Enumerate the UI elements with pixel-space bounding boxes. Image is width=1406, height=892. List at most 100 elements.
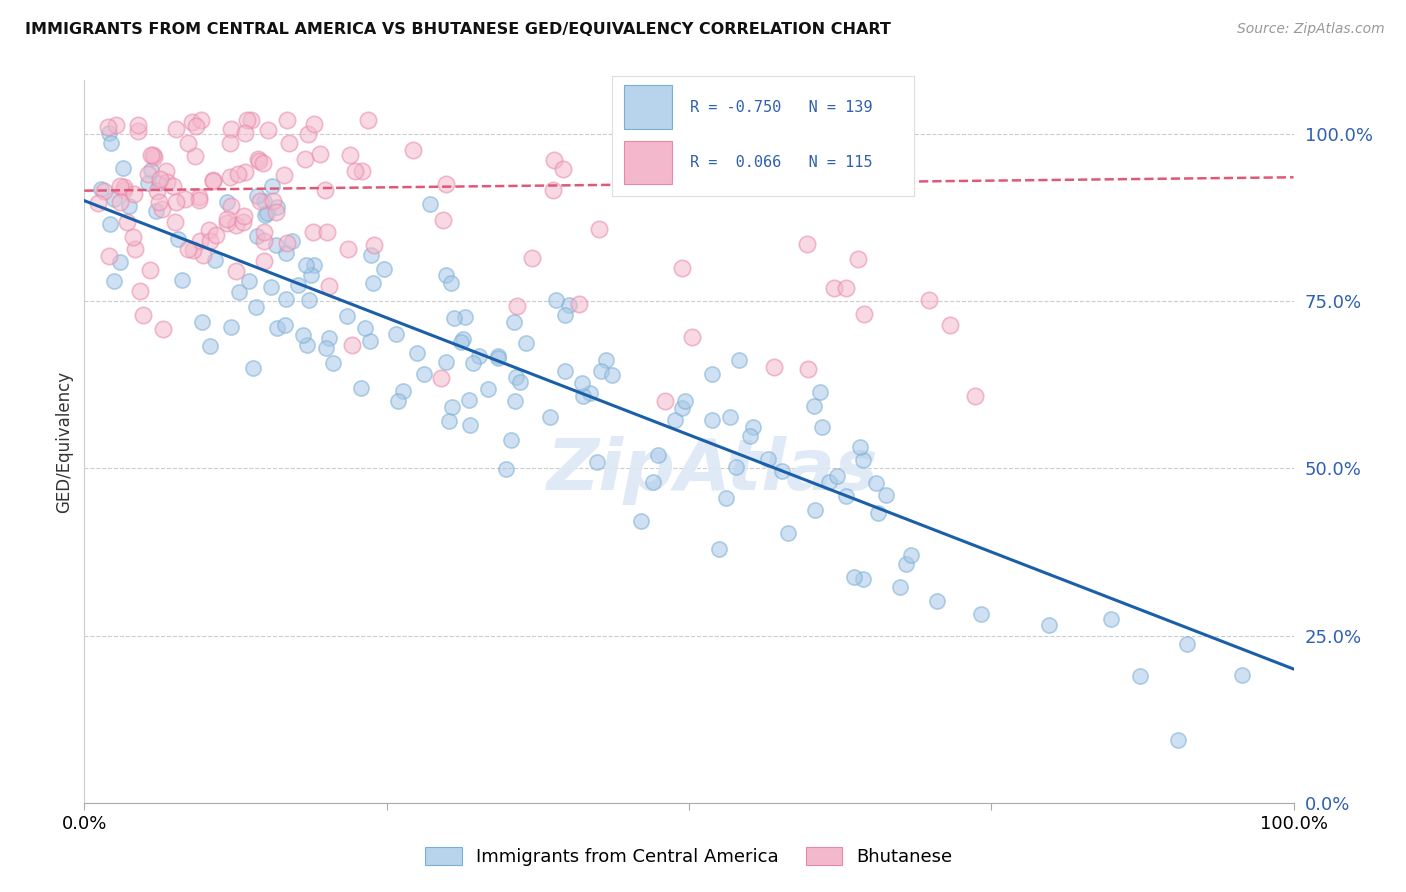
Text: ZipAtlas: ZipAtlas [547, 436, 879, 505]
Point [568, 297, 591, 311]
Point [541, 183, 564, 197]
Point [111, 161, 134, 175]
Point [266, 200, 288, 214]
Point [218, 169, 240, 184]
Point [87, 196, 110, 211]
Point [714, 491, 737, 506]
Point [336, 242, 359, 256]
Point [201, 173, 224, 187]
Point [98, 250, 121, 264]
Point [118, 199, 141, 213]
Point [205, 228, 228, 243]
Y-axis label: GED/Equivalency: GED/Equivalency [55, 370, 73, 513]
Point [274, 318, 297, 333]
Point [803, 502, 825, 516]
Point [817, 475, 839, 489]
Point [139, 162, 162, 177]
Point [225, 263, 247, 277]
Point [875, 487, 897, 501]
Point [139, 147, 162, 161]
Point [276, 235, 298, 250]
Point [122, 230, 145, 244]
Point [439, 414, 461, 428]
Point [287, 277, 309, 292]
Point [233, 127, 256, 141]
Point [108, 194, 131, 209]
Point [198, 339, 221, 353]
Point [98, 217, 121, 231]
Point [218, 136, 240, 150]
Point [486, 349, 509, 363]
Point [468, 349, 491, 363]
Point [232, 214, 254, 228]
Point [148, 195, 170, 210]
Point [252, 156, 274, 170]
Point [274, 245, 297, 260]
Point [139, 262, 162, 277]
Point [184, 119, 207, 133]
Point [434, 178, 457, 192]
Point [588, 221, 610, 235]
Point [756, 452, 779, 467]
Point [849, 440, 872, 454]
Point [177, 136, 200, 150]
Point [256, 206, 278, 220]
Point [486, 351, 509, 365]
Point [763, 360, 786, 375]
Point [352, 164, 374, 178]
Point [129, 284, 152, 298]
Point [115, 215, 138, 229]
Point [965, 389, 987, 403]
Point [354, 320, 377, 334]
Point [544, 293, 567, 307]
Point [108, 254, 131, 268]
Point [970, 607, 993, 621]
Point [228, 285, 250, 299]
Point [387, 394, 409, 409]
Point [451, 332, 474, 346]
Point [825, 468, 848, 483]
Point [90, 182, 112, 196]
Point [509, 375, 531, 389]
Point [728, 352, 751, 367]
Point [98, 126, 121, 140]
Point [402, 144, 425, 158]
Point [122, 186, 145, 201]
Point [245, 301, 267, 315]
Point [246, 229, 269, 244]
Point [503, 315, 526, 329]
Point [852, 453, 875, 467]
Point [889, 580, 911, 594]
Point [136, 176, 159, 190]
Point [363, 238, 385, 252]
Point [360, 248, 382, 262]
Point [499, 433, 522, 447]
Point [273, 168, 295, 182]
Point [558, 298, 581, 312]
Point [143, 150, 166, 164]
Point [238, 274, 260, 288]
Point [105, 118, 128, 132]
Point [865, 475, 887, 490]
Text: R = -0.750   N = 139: R = -0.750 N = 139 [690, 100, 873, 115]
Point [700, 368, 723, 382]
Point [384, 327, 406, 342]
Point [124, 242, 146, 256]
Point [191, 248, 214, 262]
Point [643, 475, 665, 490]
Point [246, 152, 269, 166]
Point [262, 194, 284, 208]
Point [322, 355, 344, 369]
Point [453, 310, 475, 324]
Point [600, 368, 623, 382]
Point [572, 389, 595, 403]
Point [505, 369, 527, 384]
Point [264, 204, 287, 219]
Point [595, 353, 617, 368]
Point [520, 251, 543, 265]
Point [155, 163, 177, 178]
Text: Source: ZipAtlas.com: Source: ZipAtlas.com [1237, 22, 1385, 37]
Point [440, 400, 463, 414]
Point [315, 341, 337, 355]
Point [136, 167, 159, 181]
